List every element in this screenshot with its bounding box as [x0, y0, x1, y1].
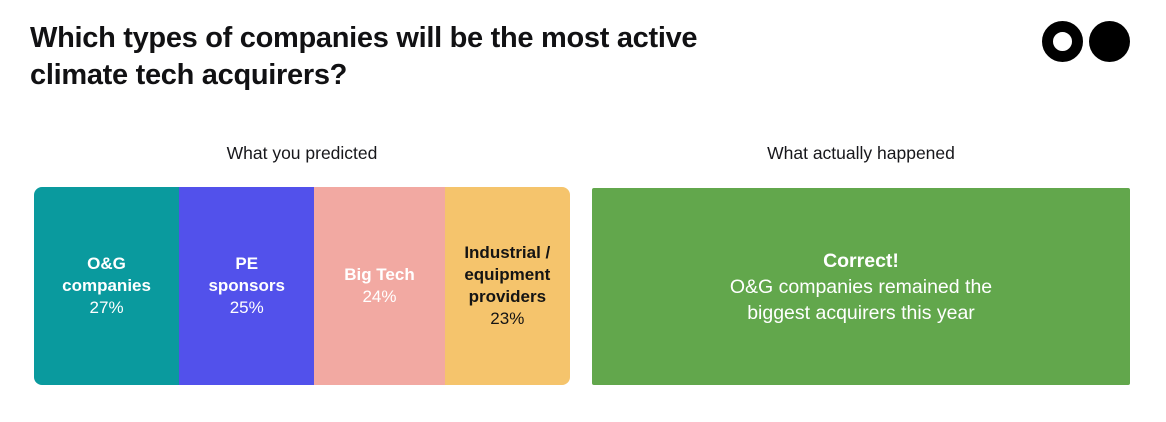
predicted-stacked-bar: O&G companies 27% PE sponsors 25% Big Te…: [34, 187, 570, 385]
segment-label: PE sponsors: [208, 254, 285, 295]
segment-value: 25%: [229, 298, 264, 317]
outcome-verdict: Correct!: [823, 249, 899, 272]
bar-segment-industrial-equipment: Industrial / equipment providers 23%: [444, 187, 570, 385]
bar-segment-og-companies: O&G companies 27%: [34, 187, 180, 385]
bar-segment-big-tech: Big Tech 24%: [314, 187, 445, 385]
outcome-note: O&G companies remained the biggest acqui…: [729, 275, 993, 324]
actual-outcome-box: Correct! O&G companies remained the bigg…: [592, 188, 1130, 385]
filled-circle-icon: [1089, 21, 1130, 62]
predicted-panel-heading: What you predicted: [226, 143, 378, 163]
bar-segment-pe-sponsors: PE sponsors 25%: [179, 187, 315, 385]
ring-circle-icon: [1042, 21, 1083, 62]
actual-panel-heading: What actually happened: [767, 143, 955, 163]
brand-logo: [1042, 21, 1130, 62]
segment-value: 23%: [490, 309, 525, 328]
segment-label: Industrial / equipment providers: [464, 243, 551, 306]
segment-value: 24%: [362, 287, 397, 306]
segment-label: Big Tech: [344, 265, 415, 284]
page-title: Which types of companies will be the mos…: [30, 22, 698, 91]
segment-value: 27%: [89, 298, 124, 317]
segment-label: O&G companies: [62, 254, 151, 295]
